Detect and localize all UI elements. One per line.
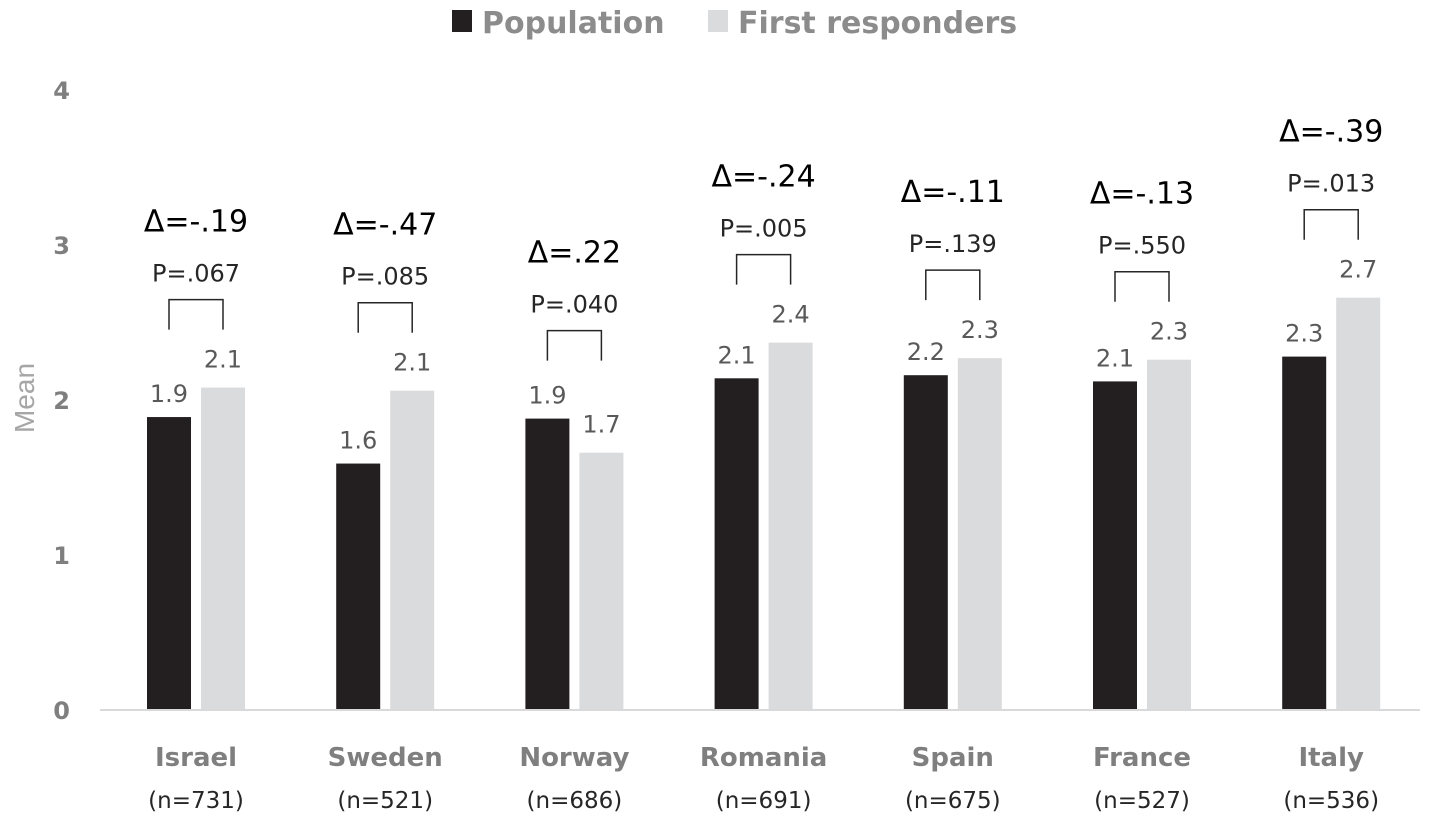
p-value-label: P=.067	[152, 260, 240, 288]
y-tick-label: 1	[53, 542, 70, 570]
delta-label: Δ=-.13	[1090, 177, 1194, 212]
x-category-label: Norway	[519, 743, 629, 773]
x-category-label: Israel	[155, 743, 237, 773]
x-axis-labels: Israel (n=731) Sweden (n=521) Norway (n=686) R…	[148, 743, 1379, 814]
significance-bracket	[546, 329, 603, 361]
data-label-first-responders: 2.1	[204, 346, 242, 374]
x-sample-size-label: (n=527)	[1094, 788, 1190, 814]
significance-bracket	[1303, 208, 1359, 240]
data-label-first-responders: 2.4	[772, 301, 810, 329]
x-category-label: Spain	[912, 743, 994, 773]
bar-population	[147, 417, 191, 710]
significance-bracket	[925, 269, 981, 301]
delta-label: Δ=-.39	[1279, 115, 1383, 150]
data-label-population: 2.1	[718, 341, 756, 369]
significance-bracket	[735, 253, 792, 285]
bar-first-responders	[579, 452, 624, 710]
p-value-label: P=.085	[341, 263, 429, 291]
data-label-first-responders: 1.7	[582, 411, 620, 439]
bar-first-responders	[390, 390, 435, 710]
legend-label-population: Population	[482, 6, 665, 41]
bar-first-responders	[201, 387, 245, 710]
y-tick-label: 2	[53, 387, 70, 415]
delta-label: Δ=-.11	[901, 175, 1005, 210]
y-tick-label: 4	[53, 77, 70, 105]
delta-label: Δ=-.24	[711, 160, 815, 195]
delta-label: Δ=-.19	[144, 205, 248, 240]
p-value-label: P=.040	[530, 291, 618, 319]
bar-first-responders	[957, 358, 1002, 710]
delta-label: Δ=.22	[528, 236, 621, 271]
significance-bracket	[357, 301, 413, 333]
data-label-first-responders: 2.7	[1339, 256, 1377, 284]
x-sample-size-label: (n=691)	[716, 788, 812, 814]
y-axis-ticks: 0 1 2 3 4	[53, 77, 70, 725]
x-sample-size-label: (n=731)	[148, 788, 244, 814]
bar-population	[525, 418, 570, 710]
bar-first-responders	[1336, 297, 1381, 710]
bar-first-responders	[1147, 359, 1191, 710]
x-sample-size-label: (n=686)	[527, 788, 623, 814]
bar-population	[1282, 356, 1327, 710]
data-label-population: 2.3	[1285, 320, 1323, 348]
significance-bracket	[1114, 270, 1170, 302]
x-category-label: Sweden	[328, 743, 443, 773]
x-category-label: Italy	[1298, 743, 1364, 773]
bar-population	[714, 378, 759, 710]
data-label-first-responders: 2.3	[1150, 318, 1188, 346]
x-sample-size-label: (n=536)	[1283, 788, 1379, 814]
p-value-label: P=.005	[720, 215, 808, 243]
delta-label: Δ=-.47	[333, 208, 437, 243]
legend-swatch-population	[452, 10, 472, 32]
data-label-first-responders: 2.3	[961, 316, 999, 344]
bar-population	[903, 375, 948, 710]
data-label-population: 1.9	[150, 380, 188, 408]
p-value-label: P=.550	[1098, 232, 1186, 260]
x-category-label: Romania	[700, 743, 828, 773]
y-tick-label: 0	[53, 697, 70, 725]
bars: 1.9 2.1 P=.067 Δ=-.19 1.6 2.1 P=.085 Δ=-.47 1.9 1…	[144, 115, 1383, 710]
data-label-population: 2.1	[1096, 344, 1134, 372]
bar-population	[1093, 381, 1137, 710]
legend: Population First responders	[452, 6, 1017, 41]
bar-population	[336, 463, 381, 710]
p-value-label: P=.139	[909, 230, 997, 258]
x-sample-size-label: (n=521)	[337, 788, 433, 814]
y-tick-label: 3	[53, 232, 70, 260]
data-label-population: 1.9	[528, 382, 566, 410]
p-value-label: P=.013	[1287, 170, 1375, 198]
x-category-label: France	[1093, 743, 1191, 773]
legend-swatch-first-responders	[708, 10, 728, 32]
data-label-population: 1.6	[339, 427, 377, 455]
legend-label-first-responders: First responders	[738, 6, 1017, 41]
data-label-first-responders: 2.1	[393, 349, 431, 377]
bar-first-responders	[768, 342, 813, 710]
y-axis-label: Mean	[9, 363, 40, 433]
significance-bracket	[168, 298, 224, 330]
data-label-population: 2.2	[907, 338, 945, 366]
x-sample-size-label: (n=675)	[905, 788, 1001, 814]
